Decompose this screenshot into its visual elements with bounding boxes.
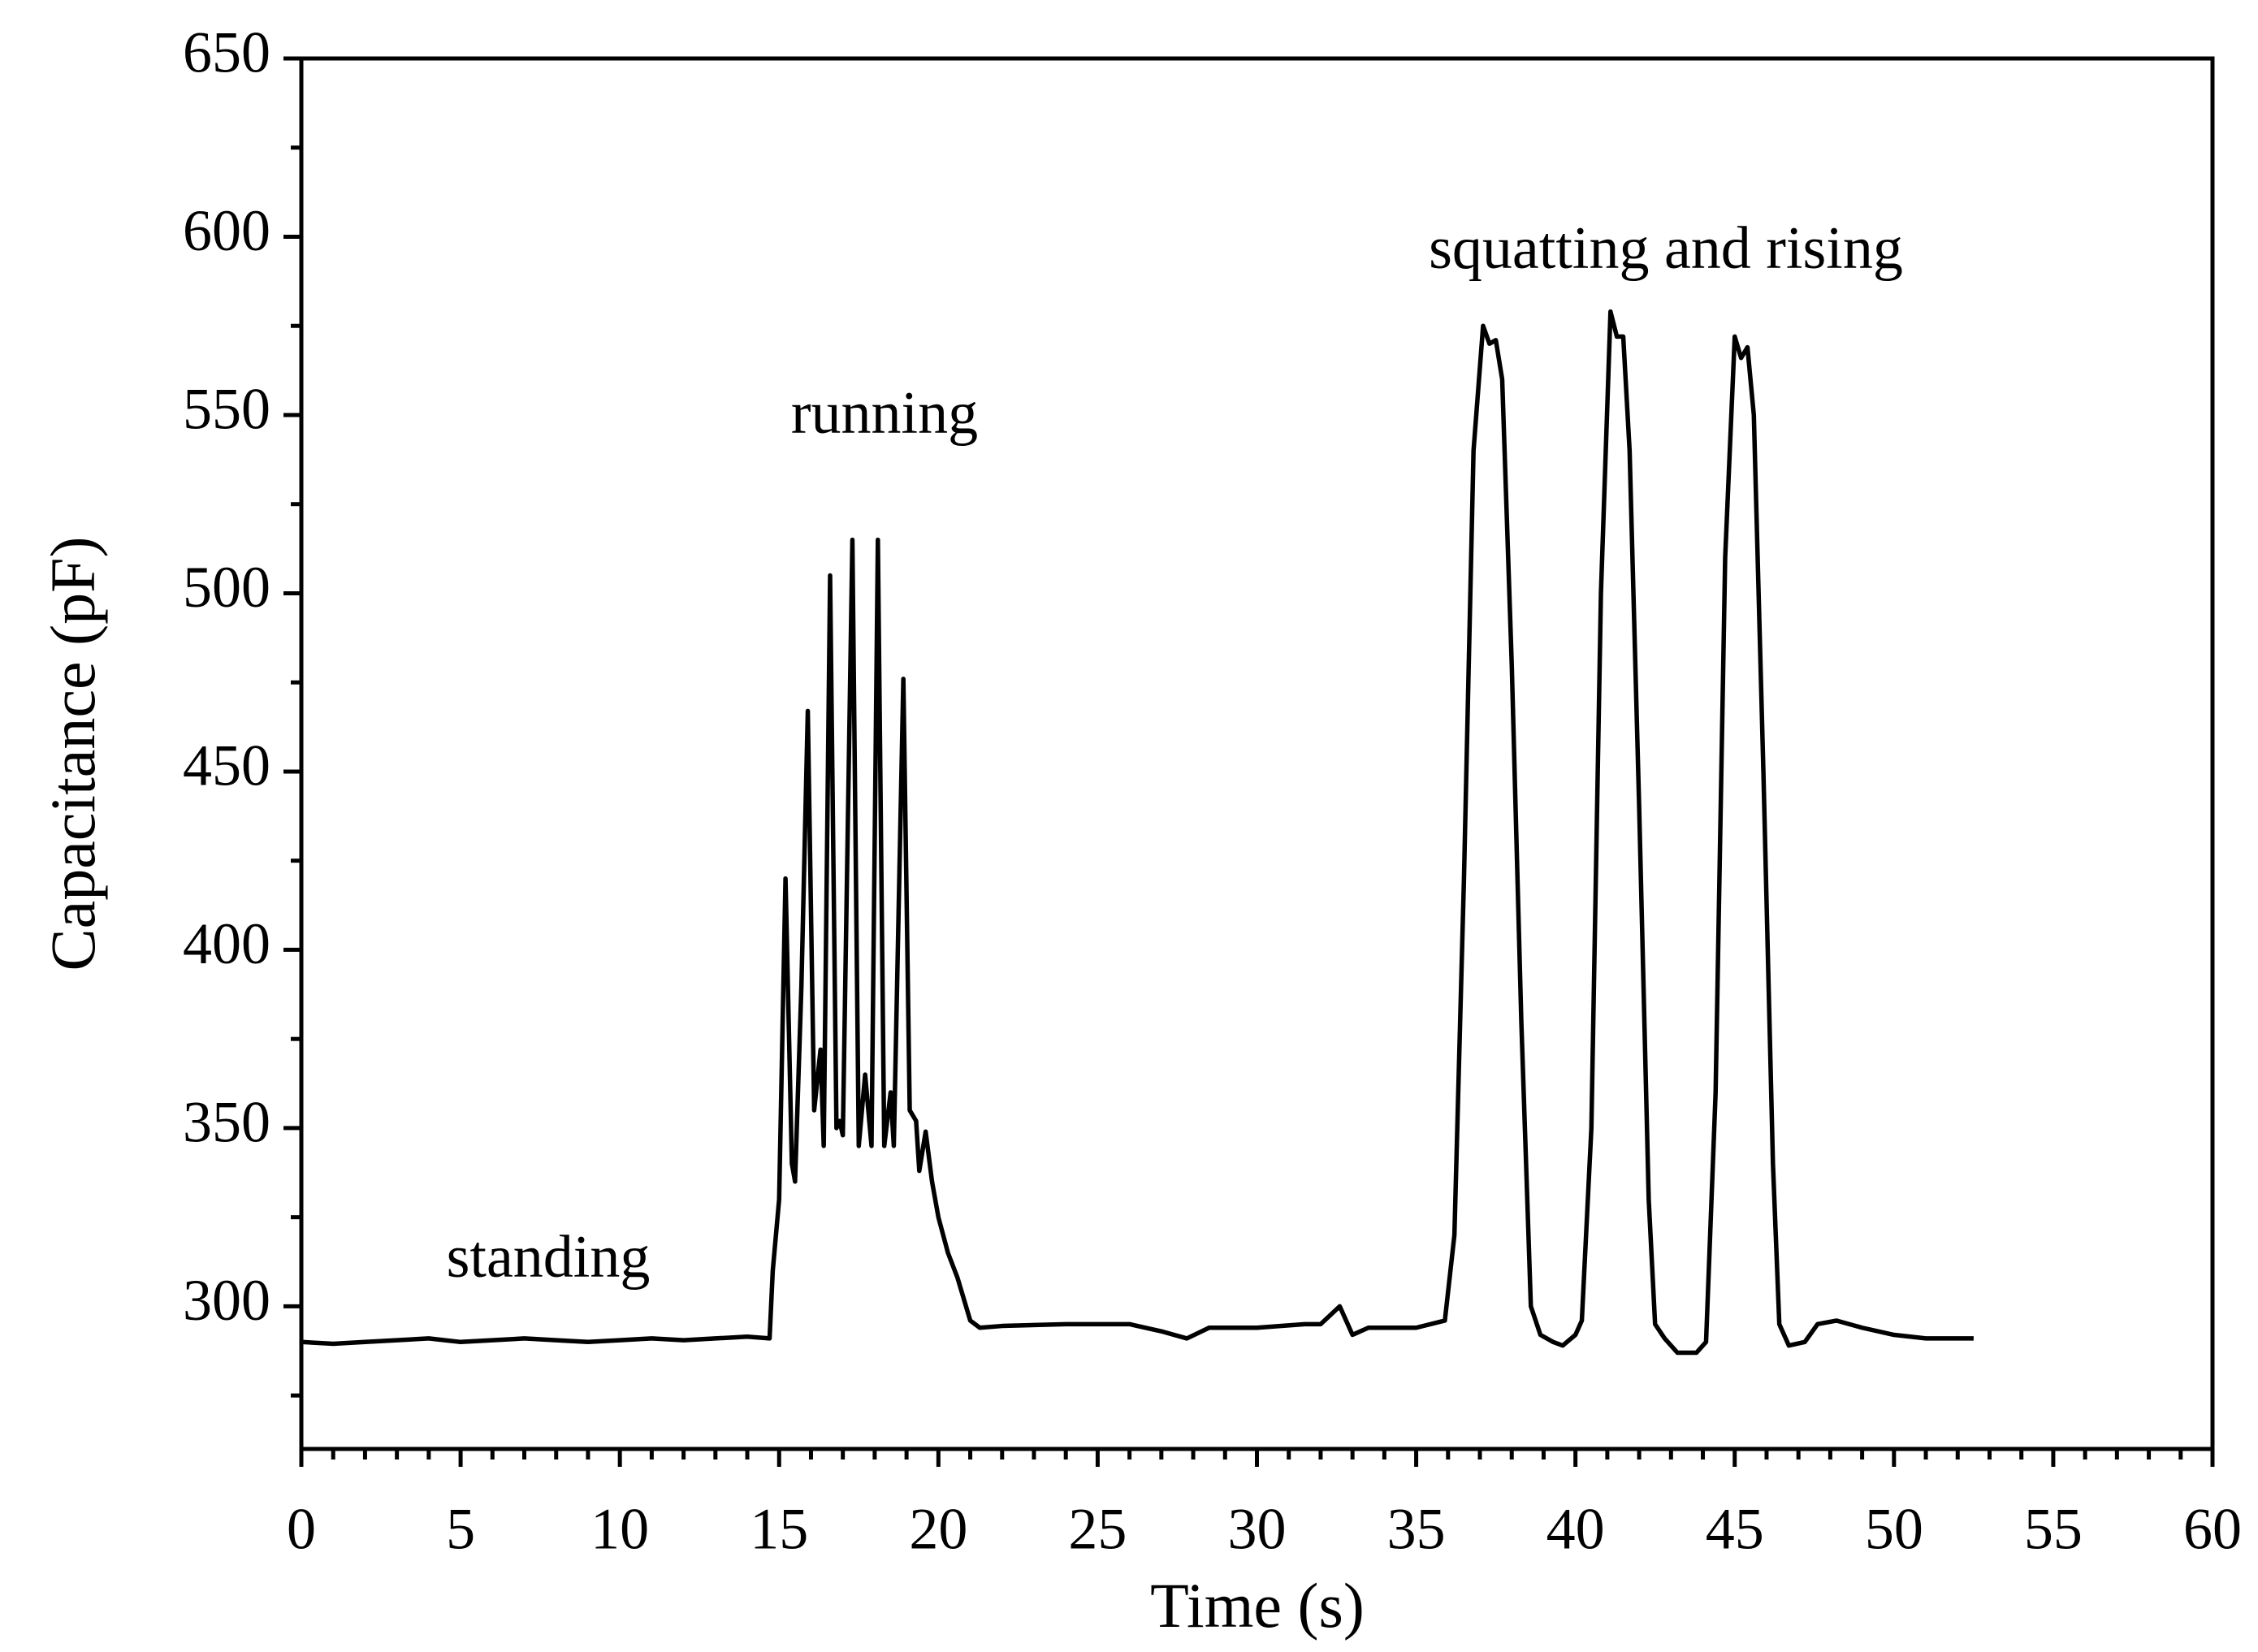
y-tick-label: 300 bbox=[183, 1268, 270, 1333]
data-line bbox=[301, 309, 1974, 1356]
y-tick-label: 600 bbox=[183, 198, 270, 263]
x-tick-label: 45 bbox=[1706, 1497, 1764, 1562]
x-tick-label: 30 bbox=[1228, 1497, 1287, 1562]
y-tick-label: 500 bbox=[183, 555, 270, 620]
x-tick-label: 60 bbox=[2183, 1497, 2242, 1562]
x-tick-label: 35 bbox=[1387, 1497, 1446, 1562]
y-tick-label: 350 bbox=[183, 1089, 270, 1154]
y-tick-label: 650 bbox=[183, 20, 270, 85]
x-tick-label: 5 bbox=[446, 1497, 475, 1562]
x-tick-label: 40 bbox=[1546, 1497, 1605, 1562]
x-tick-label: 10 bbox=[590, 1497, 649, 1562]
annotation: standing bbox=[447, 1224, 651, 1291]
annotation: running bbox=[791, 380, 978, 447]
x-tick-label: 55 bbox=[2024, 1497, 2083, 1562]
y-tick-label: 550 bbox=[183, 376, 270, 441]
x-tick-label: 0 bbox=[287, 1497, 316, 1562]
y-tick-label: 400 bbox=[183, 911, 270, 976]
y-tick-label: 450 bbox=[183, 733, 270, 798]
x-tick-label: 20 bbox=[909, 1497, 967, 1562]
x-tick-label: 15 bbox=[750, 1497, 808, 1562]
annotation: squatting and rising bbox=[1429, 215, 1903, 282]
x-axis-title: Time (s) bbox=[1150, 1570, 1365, 1641]
x-tick-label: 50 bbox=[1865, 1497, 1923, 1562]
y-axis-title: Capacitance (pF) bbox=[37, 537, 108, 971]
x-tick-label: 25 bbox=[1068, 1497, 1127, 1562]
